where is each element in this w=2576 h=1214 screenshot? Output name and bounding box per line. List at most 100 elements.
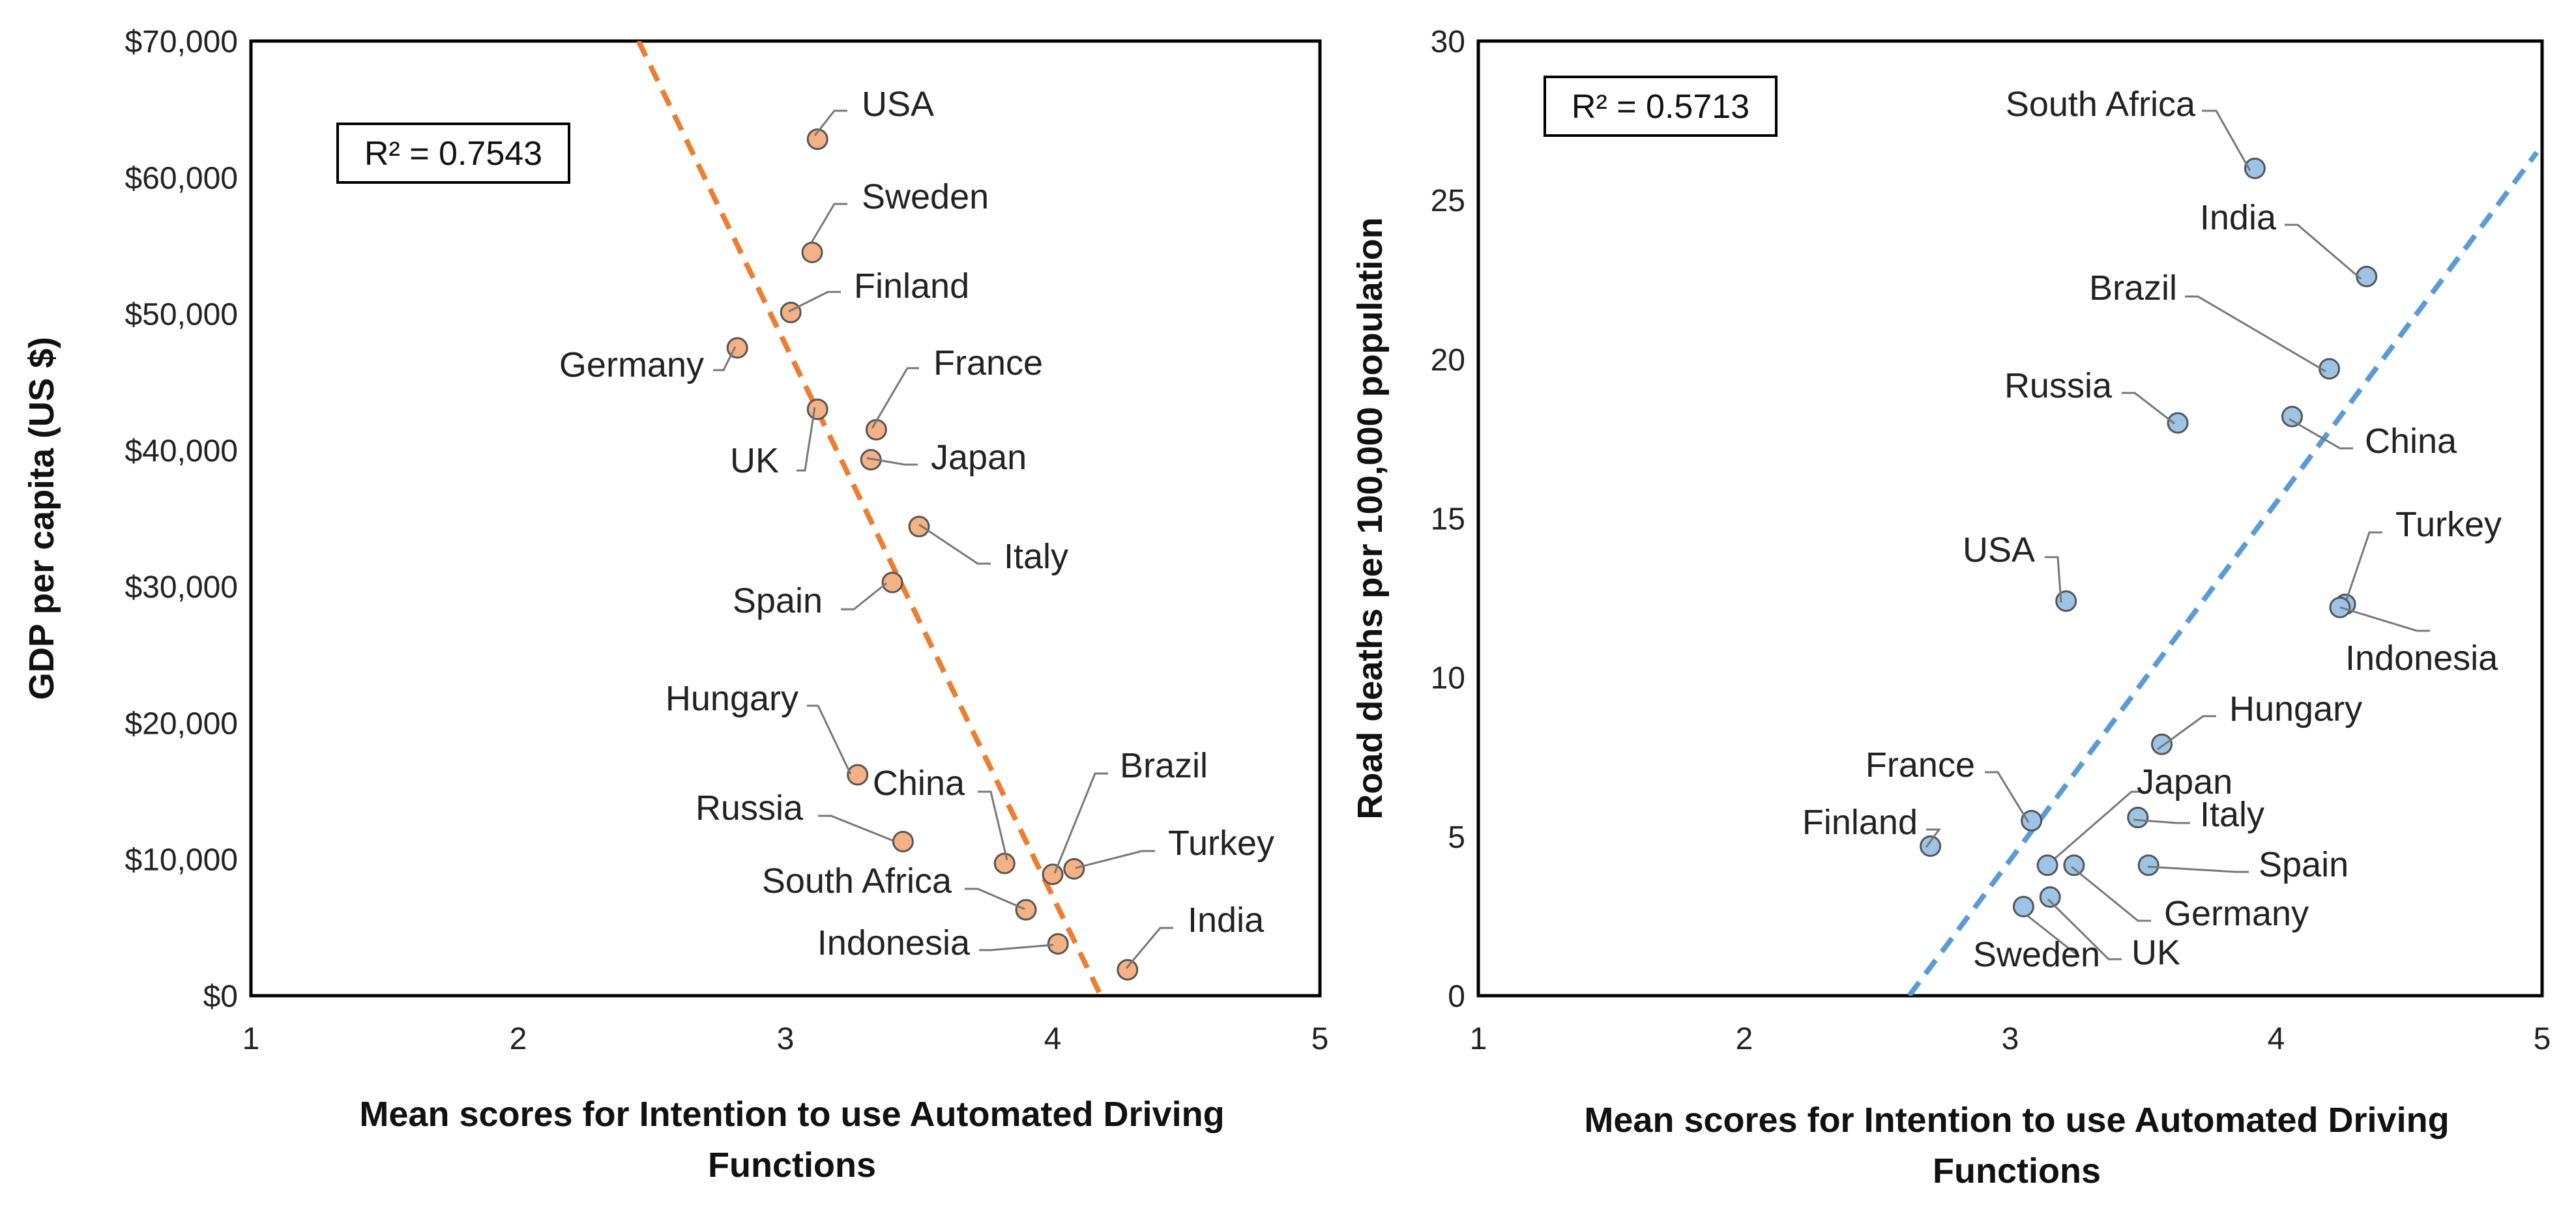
leader-line — [807, 704, 852, 775]
point-label: India — [1188, 901, 1265, 940]
leader-line — [965, 888, 1025, 910]
x-tick-label: 4 — [1044, 1022, 1062, 1056]
data-point — [1920, 835, 1942, 857]
data-point — [2012, 895, 2034, 918]
r2-box — [336, 123, 570, 184]
leader-line — [2122, 392, 2175, 425]
point-label: India — [2200, 198, 2277, 237]
x-tick-label: 3 — [2002, 1022, 2019, 1056]
point-label: Sweden — [1973, 935, 2100, 974]
x-tick-label: 3 — [777, 1022, 795, 1056]
point-label: South Africa — [762, 861, 952, 901]
x-axis-title-line2: Functions — [708, 1146, 876, 1185]
data-point — [1015, 899, 1037, 921]
y-tick-label: $20,000 — [124, 706, 238, 741]
leader-line — [813, 109, 847, 136]
point-label: China — [2365, 422, 2457, 461]
data-point — [993, 852, 1016, 874]
leader-line — [841, 582, 887, 611]
y-tick-label: $70,000 — [124, 25, 238, 59]
y-tick-label: 5 — [1448, 820, 1465, 855]
leader-line — [2185, 295, 2326, 373]
leader-line — [1125, 927, 1173, 969]
data-point — [1063, 858, 1085, 880]
point-label: Brazil — [2089, 268, 2177, 308]
point-label: France — [933, 343, 1043, 383]
point-label: Germany — [2164, 894, 2309, 933]
point-label: Italy — [2200, 795, 2264, 834]
data-point — [2021, 809, 2043, 831]
y-tick-label: 0 — [1448, 979, 1465, 1014]
leader-line — [2289, 418, 2353, 450]
data-point — [1117, 959, 1139, 981]
r2-box — [1544, 76, 1778, 137]
leader-line — [713, 346, 737, 371]
y-tick-label: $50,000 — [124, 298, 238, 332]
data-point — [2167, 412, 2189, 434]
leader-line — [866, 457, 918, 466]
data-point — [806, 398, 828, 420]
point-label: USA — [1963, 530, 2035, 570]
x-tick-label: 1 — [242, 1022, 260, 1056]
leader-line — [2344, 531, 2382, 604]
data-point — [2039, 886, 2061, 908]
point-label: Indonesia — [2345, 639, 2498, 678]
point-label: Hungary — [2229, 689, 2362, 729]
point-label: Sweden — [862, 177, 989, 216]
leader-line — [1053, 772, 1108, 874]
y-tick-label: 20 — [1431, 343, 1465, 377]
data-point — [801, 241, 823, 263]
leader-line — [2339, 606, 2430, 632]
data-point — [908, 515, 930, 538]
leader-line — [979, 944, 1054, 951]
leader-line — [2045, 556, 2062, 603]
y-tick-label: $0 — [203, 979, 238, 1014]
x-axis-title: Mean scores for Intention to use Automat… — [359, 1095, 1224, 1134]
leader-line — [2285, 224, 2362, 280]
leader-line — [788, 291, 841, 313]
data-point — [2244, 157, 2266, 179]
leader-line — [2133, 818, 2190, 824]
data-point — [806, 128, 828, 151]
data-point — [2356, 265, 2378, 287]
point-label: Finland — [854, 267, 969, 306]
y-axis-title: Road deaths per 100,000 population — [1351, 217, 1390, 819]
data-point — [2036, 854, 2058, 876]
trendline — [636, 41, 1104, 996]
leader-line — [1985, 771, 2030, 823]
point-label: Japan — [2137, 762, 2232, 802]
data-point — [2329, 596, 2351, 618]
plot-area-frame — [249, 39, 1322, 998]
point-label: Germany — [559, 345, 704, 384]
leader-line — [818, 815, 894, 842]
x-tick-label: 2 — [1736, 1022, 1753, 1056]
data-point — [2055, 590, 2077, 612]
x-tick-label: 4 — [2268, 1022, 2285, 1056]
gdp-scatter-chart: $0 $10,000 $20,000 $30,000 $40,000 $50,000 $60… — [22, 25, 1328, 1185]
data-point — [2151, 733, 2173, 755]
point-label: USA — [862, 85, 934, 124]
leader-line — [2047, 898, 2122, 961]
point-label: Japan — [931, 438, 1027, 477]
point-label: France — [1866, 745, 1975, 785]
y-tick-label: $40,000 — [124, 434, 238, 469]
leader-line — [2045, 790, 2144, 868]
point-label: Russia — [695, 788, 804, 828]
leader-line — [978, 790, 1008, 861]
data-point — [780, 301, 802, 323]
y-tick-label: $10,000 — [124, 843, 238, 878]
point-label: Spain — [2259, 845, 2349, 884]
data-point — [1047, 932, 1069, 955]
point-label: South Africa — [2006, 85, 2196, 124]
leader-line — [2157, 715, 2216, 751]
leader-line — [918, 523, 991, 565]
leader-line — [2027, 914, 2080, 958]
point-label: UK — [730, 441, 779, 480]
point-label: UK — [2131, 933, 2180, 972]
point-label: Finland — [1802, 803, 1918, 842]
trendline — [1907, 151, 2539, 996]
x-axis-title: Mean scores for Intention to use Automat… — [1584, 1101, 2449, 1140]
point-label: Turkey — [2395, 505, 2502, 544]
